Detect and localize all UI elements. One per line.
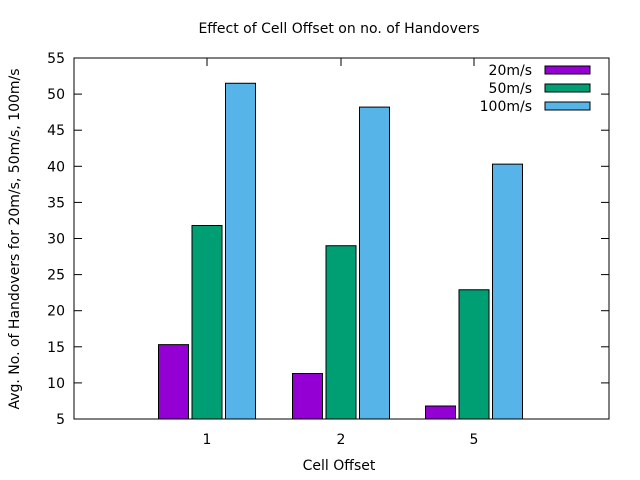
- y-tick-label: 10: [47, 376, 65, 392]
- bar-100ms-2: [359, 106, 390, 420]
- legend-label: 100m/s: [480, 99, 532, 115]
- y-tick-label: 25: [47, 268, 65, 284]
- y-tick-label: 55: [47, 51, 65, 67]
- bar-20ms-2: [292, 373, 323, 420]
- legend-swatch: [544, 65, 591, 75]
- y-tick-label: 15: [47, 340, 65, 356]
- x-axis-label: Cell Offset: [303, 458, 376, 474]
- y-tick-label: 35: [47, 195, 65, 211]
- bar-100ms-1: [225, 82, 256, 420]
- x-tick-label: 1: [203, 432, 212, 448]
- y-tick-label: 45: [47, 123, 65, 139]
- bar-50ms-5: [458, 289, 490, 420]
- x-tick-label: 5: [470, 432, 479, 448]
- y-tick-label: 40: [47, 159, 65, 175]
- y-tick-label: 20: [47, 304, 65, 320]
- bar-20ms-5: [425, 405, 456, 420]
- legend-label: 50m/s: [489, 81, 532, 97]
- y-tick-label: 30: [47, 232, 65, 248]
- bar-50ms-2: [325, 245, 357, 420]
- bar-50ms-1: [191, 225, 223, 420]
- y-axis-label: Avg. No. of Handovers for 20m/s, 50m/s, …: [7, 68, 23, 409]
- x-tick-label: 2: [337, 432, 346, 448]
- legend-label: 20m/s: [489, 63, 532, 79]
- chart-title: Effect of Cell Offset on no. of Handover…: [198, 21, 479, 37]
- plot-frame: [73, 57, 610, 420]
- y-tick-label: 50: [47, 87, 65, 103]
- y-tick-label: 5: [56, 412, 65, 428]
- bar-100ms-5: [492, 163, 523, 420]
- legend-swatch: [544, 83, 591, 93]
- bar-20ms-1: [158, 344, 189, 420]
- legend: 20m/s 50m/s 100m/s: [480, 63, 591, 115]
- legend-swatch: [544, 101, 591, 111]
